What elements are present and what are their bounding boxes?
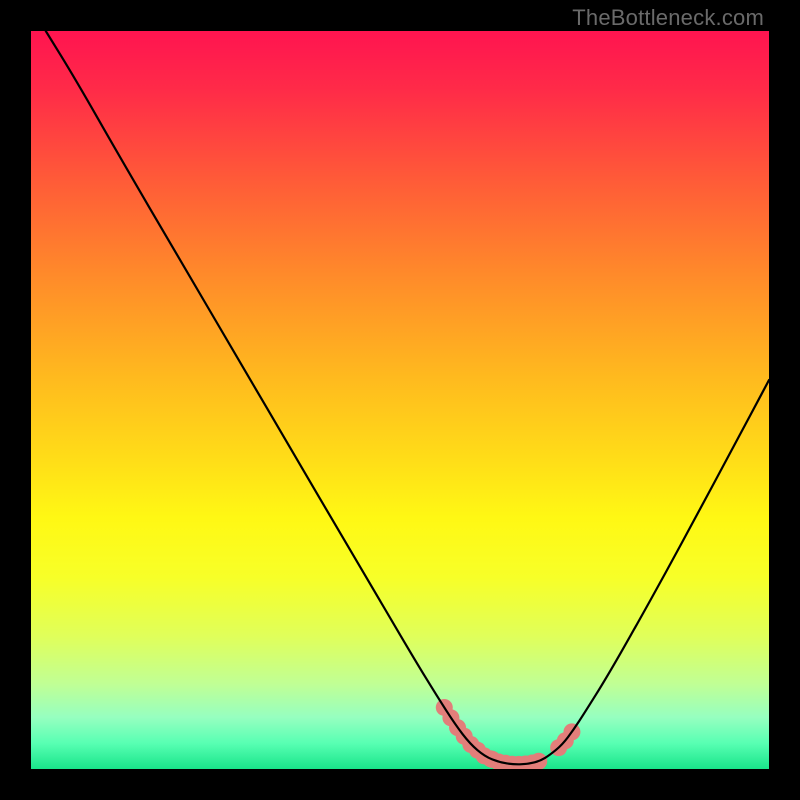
watermark-text: TheBottleneck.com	[572, 5, 764, 31]
recommended-range-markers	[436, 699, 581, 769]
chart-svg	[31, 31, 769, 769]
bottleneck-curve	[46, 31, 769, 764]
plot-area	[31, 31, 769, 769]
